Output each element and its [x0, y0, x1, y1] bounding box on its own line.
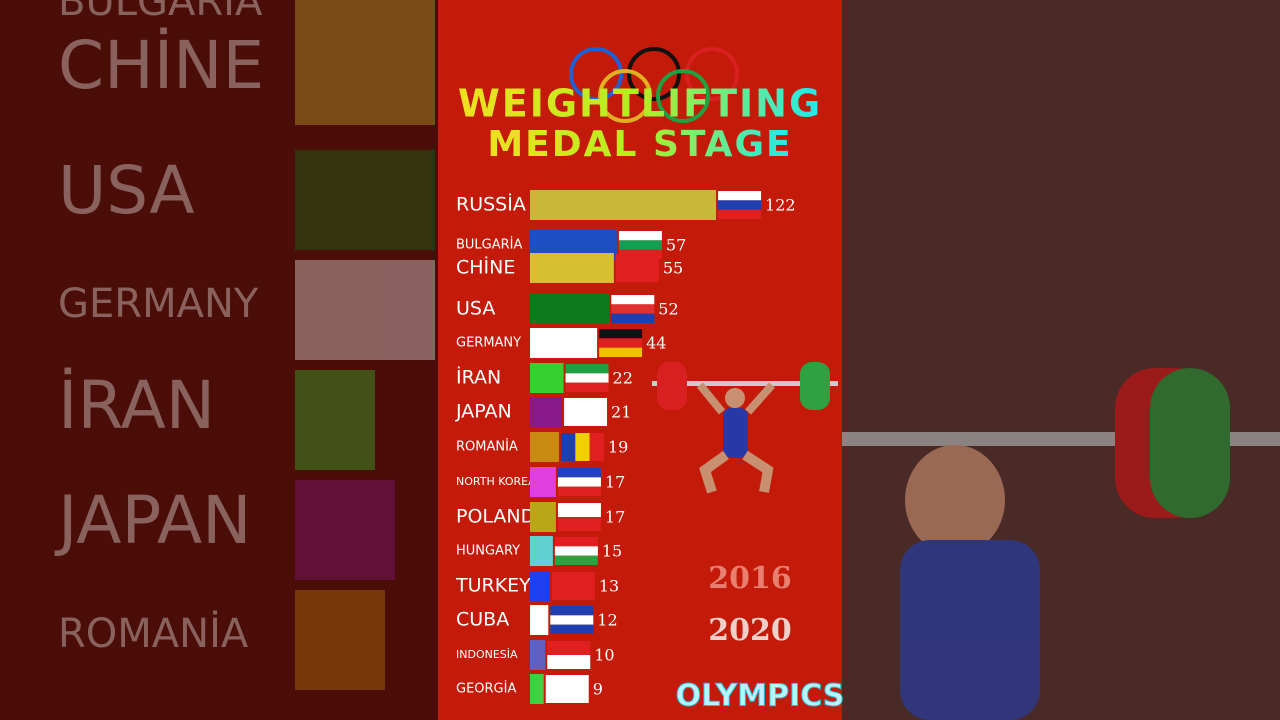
- flag-stripe: [599, 329, 643, 339]
- category-label: BULGARİA: [456, 237, 523, 253]
- value-label: 122: [765, 196, 796, 215]
- category-label: USA: [456, 298, 495, 320]
- value-label: 9: [593, 680, 603, 699]
- ghost-label: JAPAN: [54, 482, 252, 559]
- bar: [530, 536, 553, 566]
- bar: [530, 328, 598, 358]
- left-backdrop: [0, 0, 438, 720]
- flag-stripe: [550, 624, 594, 634]
- bar: [530, 571, 550, 601]
- category-label: İRAN: [456, 366, 501, 389]
- value-label: 55: [663, 259, 683, 278]
- category-label: JAPAN: [455, 401, 512, 423]
- flag-stripe: [550, 615, 594, 625]
- value-label: 44: [646, 334, 666, 353]
- flag-stripe: [611, 295, 655, 305]
- flag-stripe: [557, 468, 601, 478]
- flag-stripe: [557, 477, 601, 487]
- flag-stripe: [611, 304, 655, 314]
- panel: [438, 0, 842, 720]
- year-label: 2016: [708, 561, 792, 596]
- category-label: HUNGARY: [456, 544, 520, 559]
- flag-stripe: [718, 191, 762, 201]
- flag-stripe: [564, 398, 608, 426]
- olympic-rings: [569, 47, 739, 123]
- footer-label: OLYMPICS: [676, 679, 845, 714]
- bar: [530, 294, 610, 324]
- year-label: 2020: [708, 613, 792, 648]
- flag-stripe: [547, 655, 591, 669]
- bar: [530, 363, 564, 393]
- ghost-label: CHİNE: [58, 27, 264, 104]
- bar: [530, 605, 549, 635]
- flag-stripe: [557, 486, 601, 496]
- flag-stripe: [554, 537, 598, 547]
- value-label: 13: [599, 577, 619, 596]
- bar: [530, 467, 556, 497]
- flag-stripe: [545, 675, 589, 703]
- flag-stripe: [554, 546, 598, 556]
- value-label: 10: [594, 646, 614, 665]
- category-label: CHİNE: [456, 256, 515, 279]
- category-label: TURKEY: [455, 575, 531, 597]
- category-label: INDONESİA: [456, 648, 518, 661]
- category-label: POLAND: [456, 506, 535, 528]
- value-label: 57: [666, 236, 686, 255]
- bar: [530, 190, 717, 220]
- ghost-label: USA: [58, 152, 195, 229]
- ghost-label: İRAN: [58, 367, 215, 444]
- value-label: 17: [605, 508, 625, 527]
- bar: [530, 674, 544, 704]
- flag-stripe: [550, 606, 594, 616]
- flag-stripe: [611, 313, 655, 323]
- bar: [530, 397, 563, 427]
- category-label: NORTH KOREA: [456, 475, 536, 488]
- category-label: GEORGİA: [456, 681, 516, 697]
- category-label: GERMANY: [456, 336, 521, 351]
- flag-stripe: [589, 433, 604, 461]
- ghost-label: ROMANİA: [58, 609, 249, 657]
- flag-stripe: [618, 231, 662, 241]
- chart-title: WEIGHTLIFTING: [458, 82, 822, 126]
- value-label: 15: [602, 542, 622, 561]
- bar: [530, 432, 559, 462]
- flag-stripe: [557, 503, 601, 517]
- chart-subtitle: MEDAL STAGE: [487, 124, 792, 165]
- flag-stripe: [599, 347, 643, 357]
- value-label: 22: [613, 369, 633, 388]
- category-label: ROMANİA: [456, 439, 518, 455]
- value-label: 52: [658, 300, 678, 319]
- bar: [530, 502, 556, 532]
- ghost-label: BULGARİA: [58, 0, 263, 25]
- flag-stripe: [575, 433, 590, 461]
- flag-stripe: [554, 555, 598, 565]
- bar: [530, 640, 546, 670]
- flag-stripe: [718, 209, 762, 219]
- flag-stripe: [547, 641, 591, 655]
- flag-stripe: [560, 433, 576, 461]
- category-label: CUBA: [456, 609, 509, 631]
- bar: [530, 253, 614, 283]
- flag-stripe: [557, 517, 601, 531]
- ghost-label: GERMANY: [58, 281, 259, 327]
- lifter: [652, 362, 838, 494]
- flag-stripe: [718, 200, 762, 210]
- value-label: 21: [611, 403, 631, 422]
- value-label: 17: [605, 473, 625, 492]
- flag-stripe: [599, 338, 643, 348]
- category-label: RUSSİA: [456, 193, 526, 216]
- flag-stripe: [565, 382, 609, 392]
- value-label: 19: [608, 438, 628, 457]
- right-lifter-blur: [842, 368, 1280, 720]
- flag-stripe: [551, 572, 595, 600]
- value-label: 12: [597, 611, 617, 630]
- flag-stripe: [565, 364, 609, 374]
- flag-stripe: [565, 373, 609, 383]
- flag-stripe: [615, 254, 659, 282]
- flag-stripe: [618, 240, 662, 250]
